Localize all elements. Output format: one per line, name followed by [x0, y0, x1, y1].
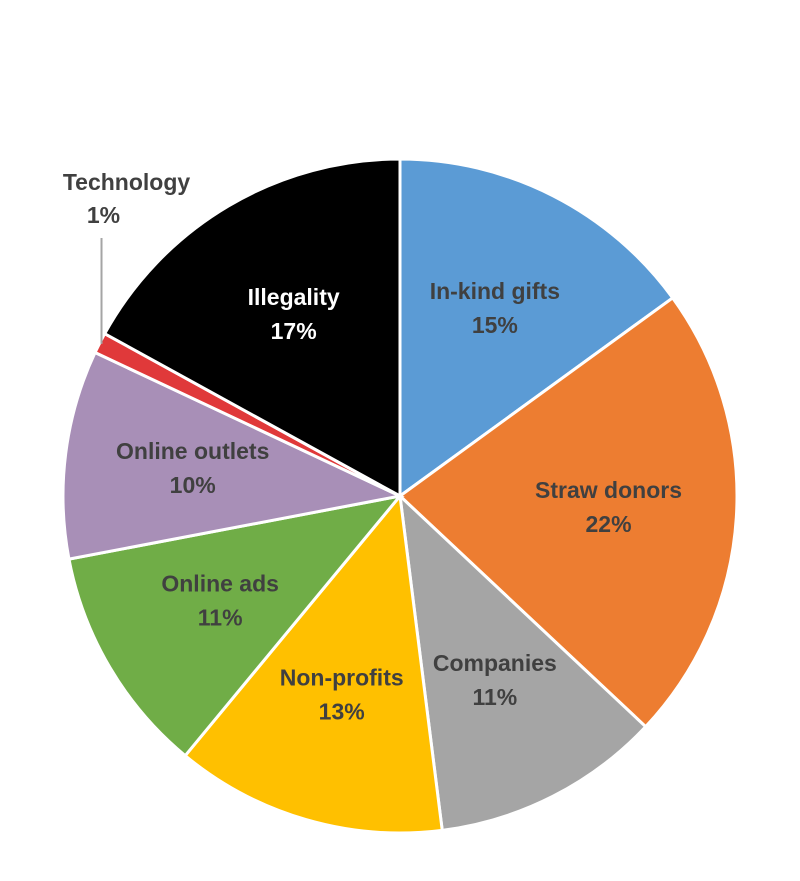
slice-label: Online ads [161, 570, 279, 596]
slice-value-label: 13% [319, 699, 365, 725]
slice-value-label: 10% [170, 472, 216, 498]
slice-label: Online outlets [116, 438, 269, 464]
slice-value-label: 11% [472, 684, 517, 710]
slice-value-label: 11% [198, 604, 243, 630]
slice-label: Illegality [248, 284, 340, 310]
pie-slice [397, 492, 648, 833]
slice-label: In-kind gifts [430, 278, 560, 304]
pie-slice [183, 492, 444, 835]
pie-slice [397, 295, 739, 729]
slice-value-label: 15% [472, 312, 518, 338]
pie-slice [67, 493, 404, 758]
pie-slice [102, 157, 402, 499]
slice-value-label: 22% [586, 511, 632, 537]
slice-label: Companies [433, 650, 557, 676]
slice-label: Non-profits [280, 665, 404, 691]
pie-slice [61, 350, 405, 561]
slice-value-label: 1% [87, 202, 120, 228]
slice-label: Technology [63, 169, 191, 195]
slice-value-label: 17% [271, 318, 317, 344]
pie-slice [398, 157, 675, 499]
slice-label: Straw donors [535, 477, 682, 503]
